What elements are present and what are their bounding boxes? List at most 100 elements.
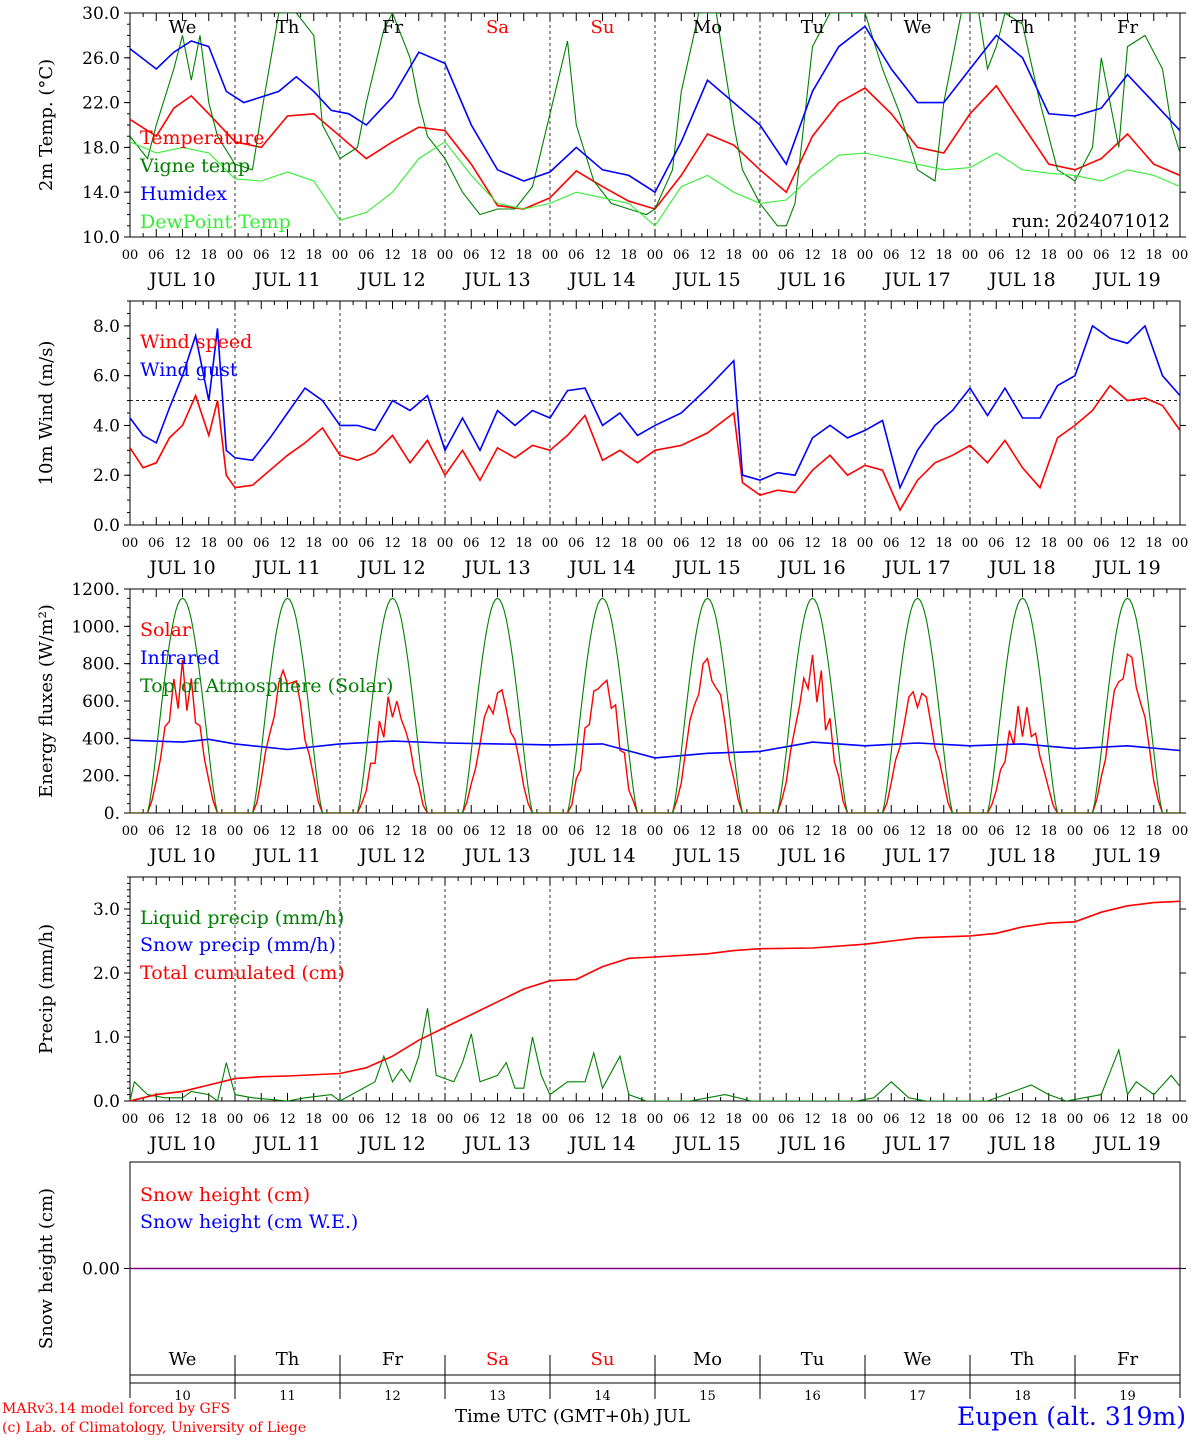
- panel-1: [124, 12, 1186, 238]
- hour-tick-label: 12: [594, 1112, 611, 1127]
- hour-tick-label: 00: [857, 1112, 874, 1127]
- hour-tick-label: 06: [673, 536, 690, 551]
- hour-tick-label: 06: [358, 536, 375, 551]
- hour-tick-label: 18: [725, 536, 742, 551]
- date-label: JUL 11: [252, 557, 320, 579]
- hour-tick-label: 18: [620, 824, 637, 839]
- date-label: JUL 13: [462, 845, 530, 867]
- hour-tick-label: 00: [1067, 1112, 1084, 1127]
- day-name-top: Th: [276, 17, 300, 38]
- date-label: JUL 16: [777, 1133, 845, 1155]
- legend-label: Snow height (cm): [140, 1184, 310, 1206]
- hour-tick-label: 18: [305, 248, 322, 263]
- hour-tick-label: 18: [620, 248, 637, 263]
- series-solar: [130, 652, 1180, 813]
- hour-tick-label: 00: [437, 536, 454, 551]
- legend-label: Wind speed: [140, 331, 252, 353]
- day-name-top: Th: [1011, 17, 1035, 38]
- hour-tick-label: 18: [1040, 536, 1057, 551]
- hour-tick-label: 06: [253, 824, 270, 839]
- hour-tick-label: 00: [962, 824, 979, 839]
- hour-tick-label: 18: [200, 824, 217, 839]
- hour-tick-label: 06: [148, 1112, 165, 1127]
- y-tick-label: 3.0: [93, 900, 120, 920]
- hour-tick-label: 06: [253, 536, 270, 551]
- y-tick-label: 30.0: [82, 4, 120, 24]
- hour-tick-label: 06: [1093, 536, 1110, 551]
- hour-tick-label: 18: [935, 536, 952, 551]
- hour-tick-label: 00: [1172, 1112, 1189, 1127]
- hour-tick-label: 00: [647, 1112, 664, 1127]
- hour-tick-label: 00: [1172, 536, 1189, 551]
- day-name-bottom: Th: [1011, 1349, 1035, 1370]
- hour-tick-label: 18: [1040, 248, 1057, 263]
- series-vigne-temp: [130, 13, 1180, 227]
- y-tick-label: 10.0: [82, 228, 120, 248]
- hour-tick-label: 12: [384, 1112, 401, 1127]
- legend-label: Total cumulated (cm): [140, 962, 345, 984]
- hour-tick-label: 00: [647, 824, 664, 839]
- date-label: JUL 10: [147, 1133, 215, 1155]
- hour-tick-label: 12: [174, 248, 191, 263]
- hour-tick-label: 12: [1119, 536, 1136, 551]
- y-tick-label: 0.: [104, 804, 120, 824]
- hour-tick-label: 06: [778, 1112, 795, 1127]
- series-temperature: [130, 84, 1180, 210]
- hour-tick-label: 18: [725, 1112, 742, 1127]
- series-liquid-precip-mm-h: [130, 1008, 1180, 1101]
- day-name-bottom: We: [169, 1349, 197, 1370]
- hour-tick-label: 12: [384, 824, 401, 839]
- hour-tick-label: 06: [148, 536, 165, 551]
- hour-tick-label: 06: [253, 248, 270, 263]
- hour-tick-label: 00: [752, 1112, 769, 1127]
- hour-tick-label: 00: [542, 248, 559, 263]
- hour-tick-label: 00: [122, 824, 139, 839]
- hour-tick-label: 12: [909, 536, 926, 551]
- hour-tick-label: 00: [542, 824, 559, 839]
- hour-tick-label: 00: [962, 248, 979, 263]
- hour-tick-label: 18: [830, 1112, 847, 1127]
- hour-tick-label: 18: [830, 536, 847, 551]
- hour-tick-label: 00: [332, 1112, 349, 1127]
- hour-tick-label: 00: [437, 248, 454, 263]
- date-label: JUL 19: [1092, 845, 1160, 867]
- day-number: 11: [279, 1389, 296, 1404]
- hour-tick-label: 00: [332, 536, 349, 551]
- hour-tick-label: 06: [463, 248, 480, 263]
- hour-tick-label: 00: [332, 248, 349, 263]
- hour-tick-label: 18: [410, 1112, 427, 1127]
- hour-tick-label: 18: [935, 248, 952, 263]
- y-tick-label: 14.0: [82, 183, 120, 203]
- date-label: JUL 18: [987, 845, 1055, 867]
- y-tick-label: 26.0: [82, 49, 120, 69]
- y-tick-label: 400.: [82, 729, 120, 749]
- panel-4: [124, 876, 1186, 1102]
- date-label: JUL 15: [672, 1133, 740, 1155]
- hour-tick-label: 00: [227, 248, 244, 263]
- date-label: JUL 18: [987, 557, 1055, 579]
- y-tick-label: 1200.: [71, 580, 120, 600]
- date-label: JUL 11: [252, 269, 320, 291]
- y-tick-label: 2.0: [93, 964, 120, 984]
- hour-tick-label: 12: [804, 536, 821, 551]
- hour-tick-label: 06: [673, 824, 690, 839]
- hour-tick-label: 18: [305, 824, 322, 839]
- hour-tick-label: 06: [358, 248, 375, 263]
- series-total-cumulated-cm: [130, 900, 1180, 1101]
- date-label: JUL 14: [567, 845, 635, 867]
- hour-tick-label: 12: [279, 536, 296, 551]
- hour-tick-label: 18: [515, 536, 532, 551]
- day-number: 17: [909, 1389, 926, 1404]
- legend-label: Snow precip (mm/h): [140, 934, 336, 956]
- y-tick-label: 0.00: [82, 1260, 120, 1280]
- hour-tick-label: 06: [463, 824, 480, 839]
- day-name-bottom: Th: [276, 1349, 300, 1370]
- date-label: JUL 11: [252, 845, 320, 867]
- hour-tick-label: 18: [410, 536, 427, 551]
- hour-tick-label: 18: [1145, 536, 1162, 551]
- hour-tick-label: 12: [279, 248, 296, 263]
- y-tick-label: 22.0: [82, 94, 120, 114]
- hour-tick-label: 18: [200, 248, 217, 263]
- date-label: JUL 16: [777, 269, 845, 291]
